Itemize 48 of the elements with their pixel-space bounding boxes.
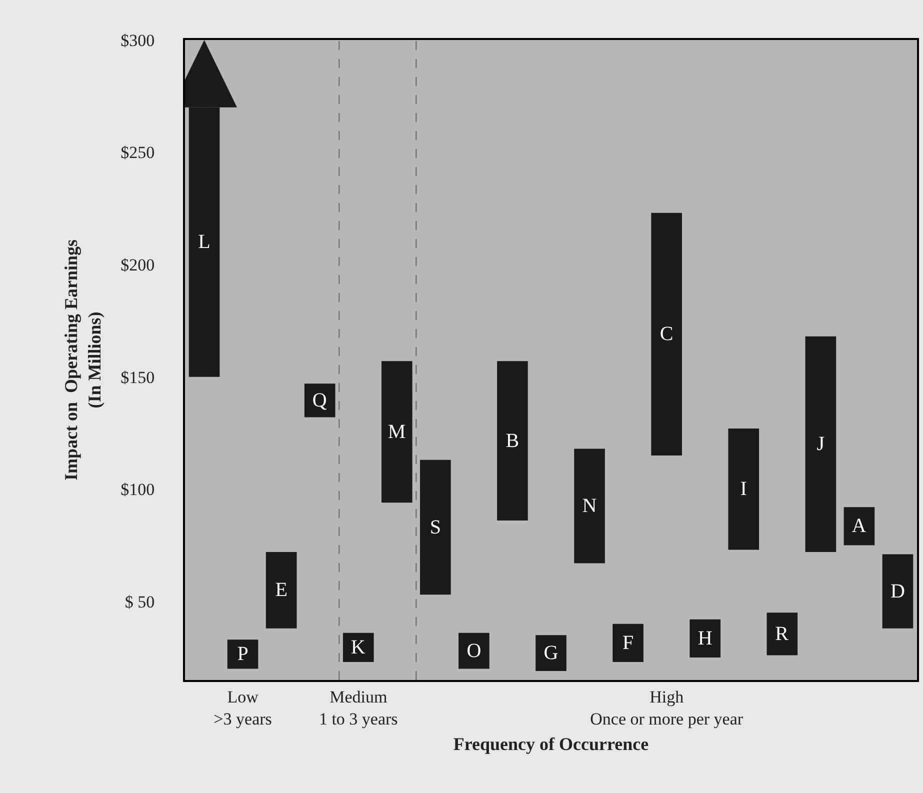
data-label: O — [466, 640, 482, 662]
data-label: S — [430, 516, 441, 538]
bar — [574, 448, 605, 564]
bar — [420, 460, 451, 595]
x-tick-label: Medium 1 to 3 years — [318, 687, 398, 728]
bar — [458, 632, 490, 669]
y-tick-label: $ 50 — [124, 592, 155, 612]
y-tick-label: $200 — [120, 256, 155, 275]
data-label: D — [890, 580, 905, 602]
bar — [805, 336, 836, 552]
data-label: Q — [312, 389, 328, 412]
bar — [266, 552, 297, 628]
bar — [497, 361, 528, 521]
bar — [844, 507, 875, 546]
data-label: N — [582, 494, 597, 517]
data-label: K — [350, 636, 366, 658]
data-label: P — [237, 643, 248, 666]
bar — [690, 619, 721, 658]
data-label: G — [544, 642, 558, 664]
bar — [651, 212, 682, 456]
data-label: F — [622, 632, 634, 654]
data-label: H — [698, 627, 712, 650]
data-label: B — [506, 430, 520, 452]
data-label: I — [740, 478, 747, 500]
data-label: L — [198, 231, 210, 254]
data-label: C — [660, 323, 674, 346]
data-label: J — [816, 433, 825, 456]
bar — [342, 632, 374, 662]
data-label: E — [275, 579, 288, 602]
y-tick-label: $250 — [120, 143, 155, 162]
bar — [227, 640, 258, 669]
bar — [612, 624, 644, 662]
bar — [536, 635, 566, 672]
y-tick-label: $300 — [120, 30, 155, 50]
x-tick-label: Low >3 years — [214, 687, 272, 728]
data-label: A — [852, 515, 867, 538]
bar — [882, 554, 914, 628]
x-axis-title: Frequency of Occurrence — [453, 734, 649, 754]
data-label: R — [775, 622, 790, 645]
y-tick-label: $150 — [120, 368, 155, 387]
bar — [766, 612, 798, 656]
bar — [304, 384, 336, 418]
x-tick-label: High Once or more per year — [590, 687, 744, 728]
bar — [728, 428, 760, 550]
y-axis-title: Impact on Operating Earnings (In Millions) — [60, 239, 104, 481]
data-label: M — [388, 420, 406, 443]
bar — [381, 361, 412, 503]
y-tick-label: $100 — [120, 480, 155, 500]
